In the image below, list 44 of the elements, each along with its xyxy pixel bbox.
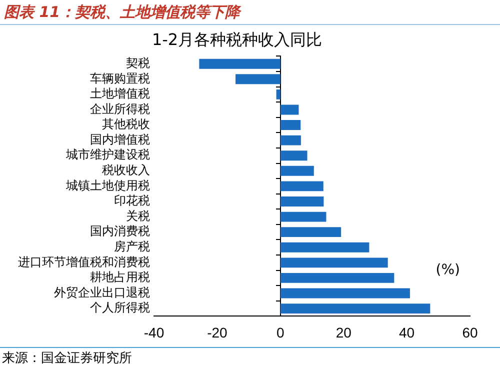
bar bbox=[280, 272, 394, 283]
bar bbox=[280, 166, 314, 176]
y-tick-label: 车辆购置税 bbox=[90, 71, 150, 86]
x-tick-label: 60 bbox=[462, 324, 478, 340]
y-tick-label: 房产税 bbox=[114, 240, 150, 254]
bar bbox=[280, 258, 388, 268]
y-tick-label: 契税 bbox=[126, 56, 150, 70]
y-tick-label: 印花税 bbox=[114, 194, 150, 208]
y-tick-label: 国内增值税 bbox=[90, 132, 150, 146]
bar bbox=[280, 288, 410, 298]
bar bbox=[280, 227, 342, 238]
bar bbox=[280, 135, 301, 146]
bar bbox=[199, 58, 280, 69]
y-tick-label: 个人所得税 bbox=[90, 300, 150, 315]
chart-subtitle: 1-2月各种税种收入同比 bbox=[152, 30, 322, 49]
bar bbox=[280, 181, 324, 192]
y-tick-label: 国内消费税 bbox=[90, 224, 150, 238]
bar bbox=[280, 150, 308, 161]
y-tick-label: 城市维护建设税 bbox=[65, 148, 150, 162]
bar bbox=[276, 89, 280, 100]
chart-title: 图表 11：契税、土地增值税等下降 bbox=[0, 0, 500, 25]
y-tick-label: 土地增值税 bbox=[90, 86, 150, 101]
annotation: (%) bbox=[436, 262, 460, 278]
x-tick-label: 20 bbox=[336, 324, 352, 340]
y-tick-label: 关税 bbox=[126, 208, 150, 223]
bar bbox=[280, 212, 326, 222]
bar bbox=[280, 242, 370, 252]
bar bbox=[236, 74, 280, 84]
y-tick-label: 城镇土地使用税 bbox=[65, 178, 150, 192]
x-tick-label: 0 bbox=[276, 324, 284, 340]
bar bbox=[280, 304, 430, 314]
source-note: 来源：国金证券研究所 bbox=[0, 347, 500, 367]
y-tick-label: 税收收入 bbox=[102, 163, 150, 178]
x-tick-label: -40 bbox=[144, 324, 164, 340]
x-tick-label: 40 bbox=[399, 324, 415, 340]
bar bbox=[280, 104, 299, 115]
y-tick-label: 企业所得税 bbox=[90, 102, 150, 116]
x-tick-label: -20 bbox=[207, 324, 228, 340]
y-tick-label: 其他税收 bbox=[102, 117, 150, 132]
bar bbox=[280, 120, 301, 130]
y-tick-label: 耕地占用税 bbox=[90, 270, 150, 284]
bar bbox=[280, 196, 324, 206]
y-tick-label: 外贸企业出口退税 bbox=[54, 285, 150, 300]
y-tick-label: 进口环节增值税和消费税 bbox=[18, 254, 150, 269]
